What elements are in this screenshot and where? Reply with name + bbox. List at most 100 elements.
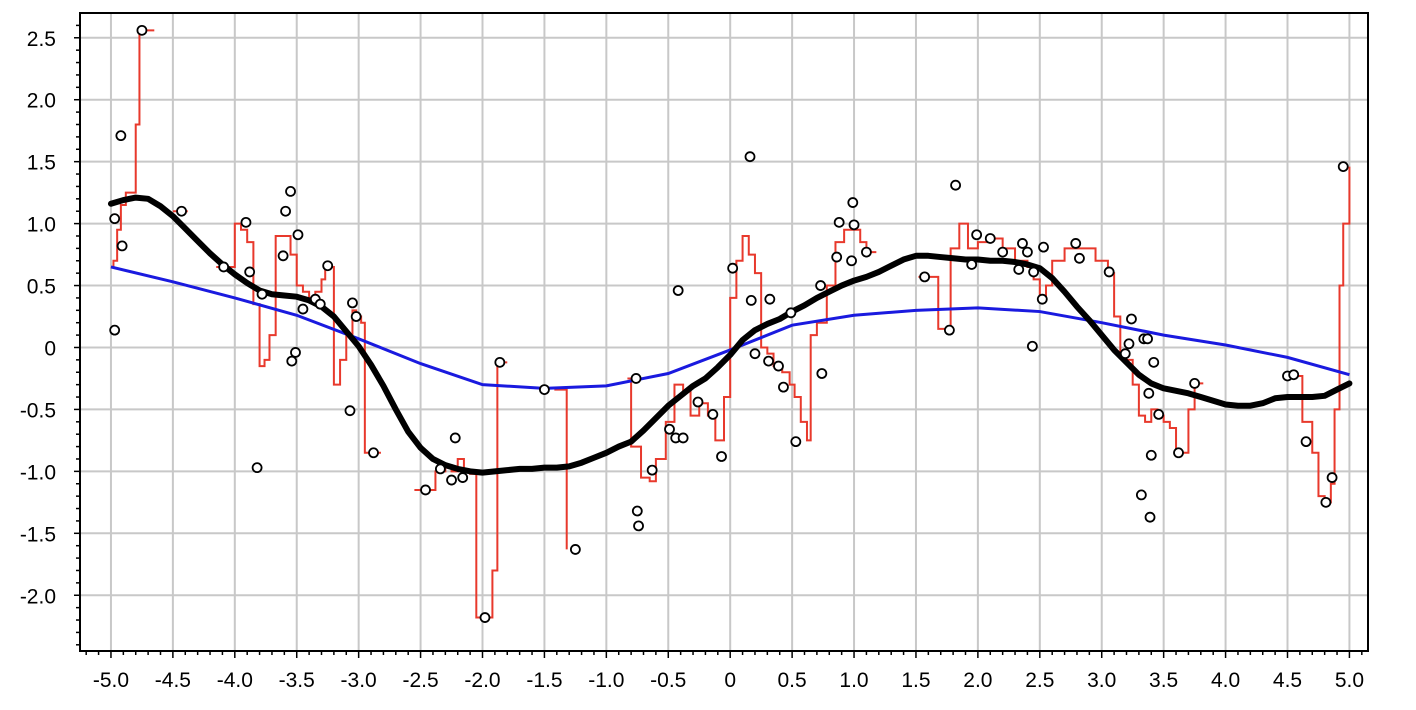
- data-point: [764, 293, 776, 305]
- y-tick-label: -1.5: [20, 523, 56, 546]
- x-tick-label: -4.5: [155, 669, 191, 692]
- data-point: [347, 297, 358, 309]
- data-point: [1119, 348, 1131, 360]
- data-point: [1013, 264, 1025, 275]
- x-tick-label: 2.5: [1025, 669, 1054, 692]
- x-tick-label: 1.0: [839, 669, 868, 692]
- data-point: [1038, 241, 1049, 253]
- data-point: [631, 505, 643, 517]
- data-point: [1028, 266, 1040, 278]
- data-point: [218, 261, 230, 273]
- data-points: [109, 24, 1349, 623]
- data-point: [971, 229, 983, 241]
- data-point: [479, 612, 491, 623]
- plot-frame: [79, 12, 1369, 652]
- data-point: [285, 185, 296, 197]
- data-point: [1189, 378, 1201, 389]
- data-point: [314, 298, 326, 310]
- y-tick-label: 0: [44, 337, 56, 360]
- x-tick-label: 2.0: [963, 669, 992, 692]
- data-point: [1026, 340, 1038, 352]
- data-point: [350, 311, 362, 322]
- data-point: [848, 219, 860, 231]
- x-tick-label: -2.0: [464, 669, 500, 692]
- data-point: [322, 260, 334, 272]
- data-point: [297, 303, 309, 315]
- data-point: [984, 233, 996, 244]
- data-point: [785, 307, 797, 319]
- data-point: [633, 520, 644, 532]
- data-point: [790, 436, 802, 448]
- data-point: [494, 356, 506, 368]
- data-point: [1144, 511, 1156, 523]
- data-point: [833, 216, 845, 228]
- data-point: [277, 250, 289, 262]
- data-point: [446, 474, 457, 486]
- data-point: [344, 405, 356, 417]
- data-point: [1036, 293, 1048, 305]
- data-point: [116, 240, 128, 252]
- data-point: [434, 463, 446, 475]
- y-tick-label: 2.5: [27, 28, 56, 51]
- data-point: [966, 259, 978, 270]
- data-point: [664, 423, 675, 435]
- y-tick-label: -1.0: [20, 461, 56, 484]
- data-point: [846, 255, 857, 267]
- data-point: [744, 151, 756, 163]
- data-point: [677, 432, 689, 444]
- x-tick-label: -4.0: [217, 669, 253, 692]
- x-tick-label: 5.0: [1335, 669, 1364, 692]
- data-point: [286, 355, 298, 367]
- y-tick-label: -0.5: [20, 399, 56, 422]
- x-tick-label: 3.5: [1149, 669, 1178, 692]
- data-point: [1143, 387, 1155, 399]
- y-tick-label: 1.5: [27, 152, 56, 175]
- data-point: [745, 295, 757, 306]
- data-point: [290, 347, 301, 358]
- data-point: [847, 197, 859, 208]
- data-point: [109, 324, 121, 336]
- data-point: [997, 246, 1009, 258]
- data-point: [1326, 472, 1338, 483]
- minor-ticks: [74, 24, 1363, 658]
- y-axis-tick-labels: 2.5 2.0 1.5 1.0 0.5 0 -0.5 -1.0 -1.5 -2.0: [20, 28, 56, 608]
- data-point: [244, 266, 256, 278]
- data-point: [1148, 356, 1160, 368]
- data-point: [1153, 408, 1165, 420]
- x-tick-label: -3.5: [279, 669, 315, 692]
- data-point: [919, 271, 931, 283]
- x-tick-label: -0.5: [650, 669, 686, 692]
- x-axis-tick-labels: -5.0 -4.5 -4.0 -3.5 -3.0 -2.5 -2.0 -1.5 -1.0 -0.5…: [93, 669, 1364, 692]
- data-point: [831, 251, 843, 263]
- data-point: [457, 472, 469, 483]
- data-point: [256, 288, 268, 300]
- data-point: [1320, 496, 1332, 508]
- data-point: [672, 285, 684, 296]
- x-tick-label: -1.5: [526, 669, 562, 692]
- x-tick-label: 3.0: [1087, 669, 1116, 692]
- data-point: [1123, 338, 1135, 350]
- data-point: [861, 246, 872, 258]
- data-point: [815, 280, 826, 291]
- data-point: [1288, 369, 1300, 381]
- data-point: [1142, 333, 1153, 345]
- data-point: [816, 368, 828, 379]
- data-point: [109, 213, 121, 225]
- data-point: [1017, 238, 1028, 249]
- x-tick-label: -2.5: [402, 669, 438, 692]
- x-tick-label: -3.0: [341, 669, 377, 692]
- data-point: [176, 205, 187, 217]
- data-point: [136, 24, 148, 36]
- data-point: [1300, 436, 1312, 448]
- data-point: [251, 462, 263, 474]
- data-point: [707, 408, 719, 420]
- data-point: [749, 348, 761, 360]
- data-point: [1103, 266, 1115, 278]
- y-tick-label: -2.0: [20, 585, 56, 608]
- data-point: [115, 130, 127, 142]
- y-tick-label: 0.5: [27, 276, 56, 299]
- x-tick-label: -1.0: [588, 669, 624, 692]
- data-point: [1070, 238, 1082, 249]
- data-point: [292, 229, 304, 241]
- data-point: [630, 373, 642, 384]
